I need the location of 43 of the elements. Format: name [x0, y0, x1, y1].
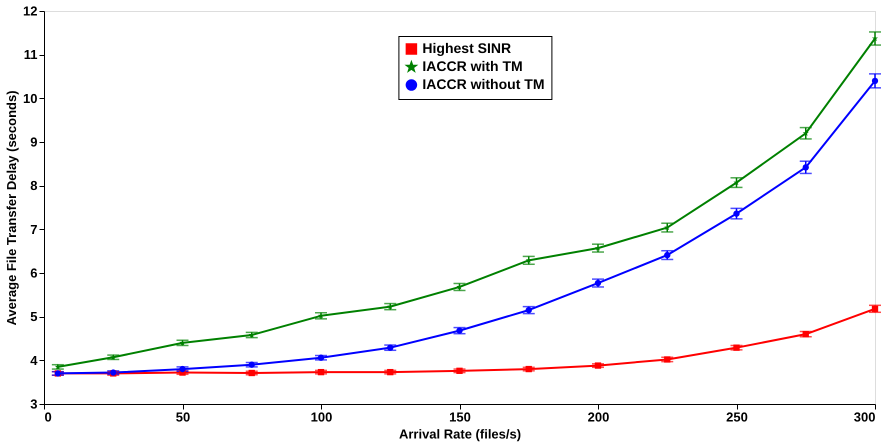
- point: [456, 368, 463, 374]
- point: [802, 330, 809, 338]
- legend-label: Highest SINR: [422, 40, 512, 56]
- y-tick-label: 6: [30, 266, 38, 280]
- x-tick-label: 150: [449, 410, 471, 424]
- x-tick-label: 250: [726, 410, 748, 424]
- y-tick-label: 4: [30, 352, 38, 368]
- point: [526, 306, 532, 314]
- y-tick-label: 12: [23, 4, 38, 18]
- y-tick-label: 5: [30, 309, 38, 324]
- point: [526, 366, 532, 372]
- point: [387, 368, 394, 376]
- point: [664, 252, 670, 258]
- y-tick-label: 3: [30, 396, 38, 412]
- point: [733, 210, 740, 217]
- y-tick-label: 10: [23, 90, 38, 106]
- point: [872, 78, 878, 84]
- x-tick-label: 50: [176, 410, 190, 424]
- point: [594, 280, 602, 286]
- point: [179, 340, 186, 346]
- legend-label: IACCR with TM: [422, 58, 523, 74]
- point: [248, 370, 255, 376]
- point: [387, 344, 394, 351]
- y-tick-label: 9: [30, 134, 38, 150]
- y-tick-label: 11: [24, 47, 38, 62]
- x-tick-label: 300: [854, 410, 876, 424]
- point: [248, 362, 255, 368]
- point: [318, 368, 324, 376]
- legend-label: IACCR without TM: [422, 76, 544, 92]
- y-axis-title: Average File Transfer Delay (seconds): [4, 90, 20, 326]
- x-tick-label: 200: [588, 410, 610, 424]
- point: [456, 327, 463, 334]
- x-tick-label: 100: [310, 410, 332, 424]
- point: [733, 344, 740, 351]
- point: [179, 366, 186, 372]
- x-axis-title: Arrival Rate (files/s): [398, 426, 522, 442]
- point: [594, 362, 602, 369]
- point: [664, 356, 670, 363]
- y-tick-label: 8: [30, 178, 38, 194]
- point: [318, 354, 324, 361]
- point: [802, 164, 809, 170]
- x-tick-label: 0: [44, 410, 52, 424]
- y-tick-label: 7: [30, 222, 38, 237]
